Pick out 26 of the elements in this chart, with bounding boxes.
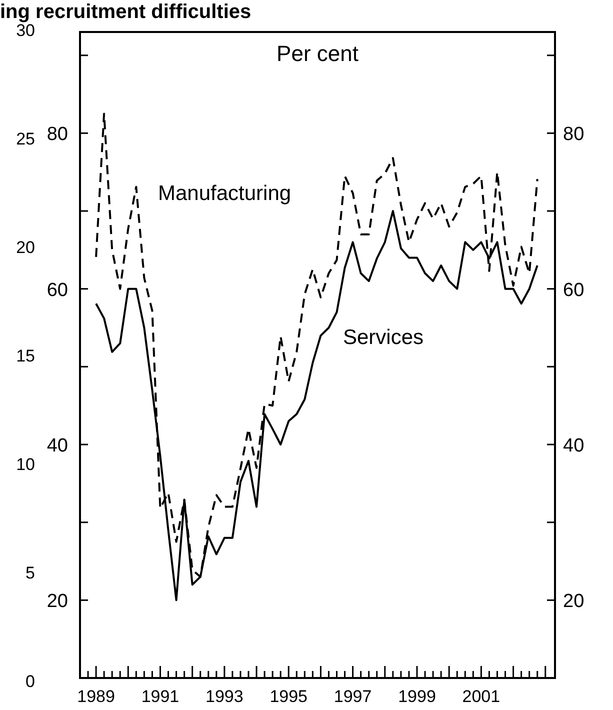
y3-tick-label: 10 [16, 455, 35, 474]
y-tick-label: 80 [46, 124, 68, 146]
y2-tick-label: 40 [563, 436, 584, 457]
x-tick-label: 1997 [334, 687, 372, 706]
x-tick-label: 2001 [462, 687, 500, 706]
y-tick-label: 60 [46, 280, 68, 301]
annotation: Per cent [276, 41, 358, 66]
y-tick-label: 20 [46, 591, 68, 612]
chart-title: ing recruitment difficulties [0, 1, 252, 23]
x-tick-label: 1999 [398, 687, 436, 706]
x-tick-label: 1993 [206, 687, 244, 706]
y-tick-label: 40 [46, 436, 68, 457]
x-tick-label: 1995 [270, 687, 308, 706]
series-label: Services [343, 326, 424, 349]
y3-tick-label: 25 [16, 130, 35, 148]
y3-tick-label: 15 [16, 346, 35, 366]
y2-tick-label: 60 [563, 280, 584, 301]
y2-tick-label: 20 [563, 591, 584, 612]
x-tick-label: 1991 [141, 687, 180, 706]
series-label: Manufacturing [158, 182, 292, 205]
y2-tick-label: 80 [563, 124, 584, 146]
x-tick-label: 1989 [77, 687, 115, 706]
y3-tick-label: 5 [26, 564, 35, 582]
y3-tick-label: 20 [16, 238, 35, 257]
y3-tick-label: 0 [26, 672, 35, 691]
y3-tick-label: 30 [16, 21, 35, 40]
